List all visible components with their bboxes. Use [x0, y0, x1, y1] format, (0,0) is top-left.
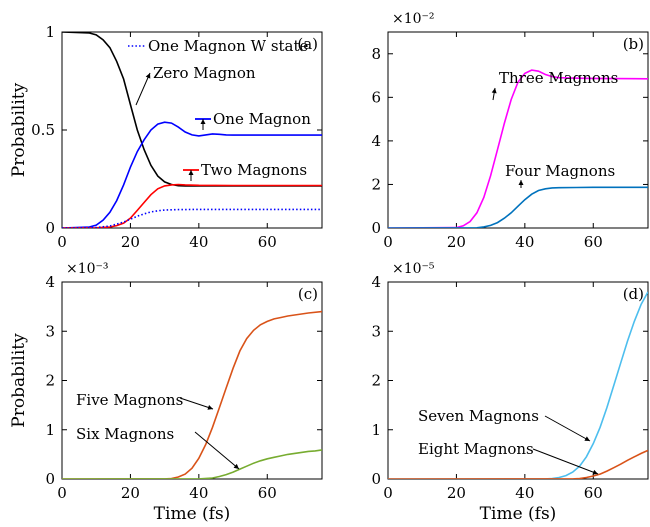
plot-frame	[387, 31, 649, 229]
annotation-leader-line	[544, 415, 591, 442]
x-tick-label: 20	[121, 484, 140, 502]
annotation-zero-magnon: Zero Magnon	[153, 64, 256, 82]
x-tick-label: 0	[57, 233, 67, 251]
series-two-magnons	[62, 183, 322, 228]
y-tick-label: 0	[45, 219, 55, 237]
panel-a: 0 20 40 60 0 0.5 1 (a) Probability One Magnon W s…	[9, 23, 323, 251]
panel-b: 0 20 40 60 0 2 4 6 8 ×10⁻² (b) Three Magnons Four Ma…	[371, 11, 649, 251]
series-four-magnons	[388, 186, 648, 228]
panel-0-arrowhead	[145, 73, 151, 79]
series-one-magnon-w-state	[62, 208, 322, 228]
annotation-six-magnons: Six Magnons	[76, 425, 174, 443]
panel-label: (d)	[623, 285, 644, 303]
series-six-magnons	[62, 449, 322, 479]
annotation-seven-magnons: Seven Magnons	[418, 407, 539, 425]
y-tick-label: 6	[371, 88, 381, 106]
panel-label: (a)	[297, 35, 318, 53]
annotation-two-magnons: Two Magnons	[201, 161, 307, 179]
x-tick-label: 20	[121, 233, 140, 251]
panel-0-arrowhead	[200, 119, 206, 124]
x-tick-label: 40	[515, 233, 534, 251]
series-five-magnons	[62, 310, 322, 479]
panel-1-arrowhead	[491, 88, 497, 94]
series-three-magnons	[388, 69, 648, 228]
x-tick-label: 60	[584, 484, 603, 502]
annotation-three-magnons: Three Magnons	[499, 69, 618, 87]
x-tick-label: 60	[584, 233, 603, 251]
y-tick-label: 2	[371, 175, 381, 193]
y-tick-label: 3	[371, 322, 381, 340]
panel-0-arrowhead	[188, 170, 194, 175]
annotation-leader-line	[135, 72, 151, 106]
annotation-leader-line	[179, 397, 214, 410]
x-tick-label: 40	[189, 484, 208, 502]
annotation-leader-line	[194, 431, 240, 470]
y-tick-label: 0	[371, 219, 381, 237]
series-eight-magnons	[388, 449, 648, 479]
x-tick-label: 0	[57, 484, 67, 502]
x-tick-label: 0	[383, 484, 393, 502]
panel-2-arrowhead	[233, 463, 239, 469]
x-tick-label: 0	[383, 233, 393, 251]
y-tick-label: 0	[371, 470, 381, 488]
y-tick-label: 2	[45, 372, 55, 390]
x-tick-label: 60	[258, 484, 277, 502]
panel-label: (b)	[623, 35, 644, 53]
axis-multiplier: ×10⁻²	[392, 11, 435, 27]
y-tick-label: 8	[371, 45, 381, 63]
annotation-eight-magnons: Eight Magnons	[418, 440, 534, 458]
annotation-four-magnons: Four Magnons	[505, 162, 615, 180]
panel-c: 0 20 40 60 0 1 2 3 4 ×10⁻³ (c) Probability Time (fs)…	[9, 261, 323, 524]
y-tick-label: 4	[371, 273, 381, 291]
y-tick-label: 2	[371, 372, 381, 390]
x-axis-label: Time (fs)	[154, 504, 231, 524]
series-one-magnon	[62, 121, 322, 228]
plot-frame	[61, 31, 323, 229]
panel-label: (c)	[298, 285, 318, 303]
y-tick-label: 1	[371, 421, 381, 439]
panel-3-arrowhead	[584, 436, 590, 441]
x-tick-label: 20	[447, 233, 466, 251]
panel-1-arrowhead	[518, 180, 524, 185]
x-tick-label: 40	[189, 233, 208, 251]
x-tick-label: 20	[447, 484, 466, 502]
y-axis-label: Probability	[9, 333, 29, 428]
panel-2-arrowhead	[207, 405, 213, 410]
x-tick-label: 40	[515, 484, 534, 502]
panel-d: 0 20 40 60 0 1 2 3 4 ×10⁻⁵ (d) Time (fs) Seven Magno…	[371, 261, 649, 524]
y-tick-label: 3	[45, 322, 55, 340]
x-axis-label: Time (fs)	[480, 504, 557, 524]
x-tick-label: 60	[258, 233, 277, 251]
series-seven-magnons	[388, 291, 648, 479]
axis-multiplier: ×10⁻⁵	[392, 261, 435, 277]
annotation-leader-line	[532, 448, 599, 475]
axis-multiplier: ×10⁻³	[66, 261, 109, 277]
annotation-five-magnons: Five Magnons	[76, 391, 183, 409]
plot-frame	[61, 281, 323, 480]
y-axis-label: Probability	[9, 82, 29, 177]
y-tick-label: 4	[371, 132, 381, 150]
y-tick-label: 1	[45, 421, 55, 439]
y-tick-label: 0.5	[31, 121, 55, 139]
y-tick-label: 0	[45, 470, 55, 488]
panel-3-arrowhead	[592, 469, 598, 475]
annotation-one-magnon: One Magnon	[213, 110, 311, 128]
y-tick-label: 1	[45, 23, 55, 41]
annotation-one-magnon-w-state: One Magnon W state	[148, 37, 309, 55]
y-tick-label: 4	[45, 273, 55, 291]
